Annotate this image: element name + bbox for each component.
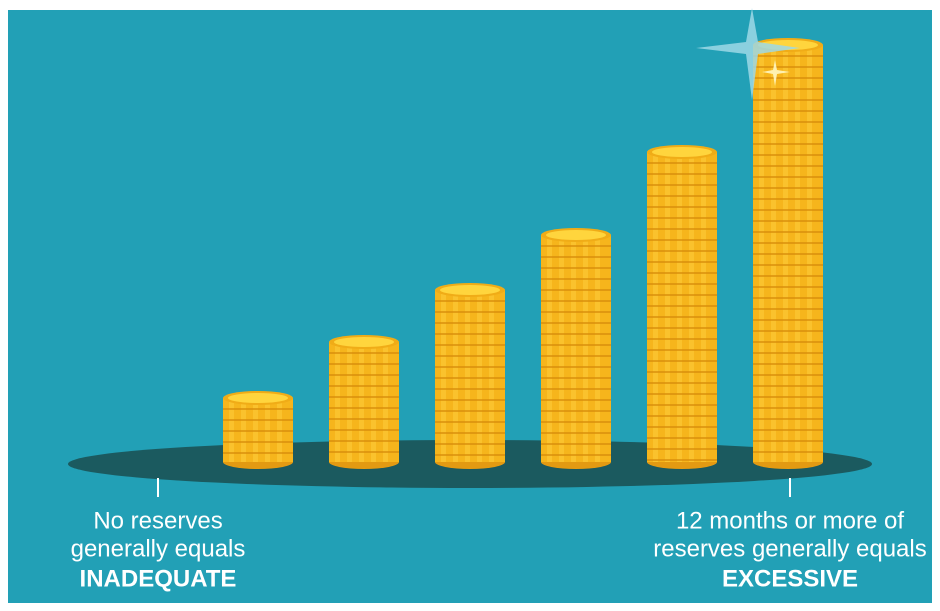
- right-verdict: EXCESSIVE: [722, 565, 858, 592]
- right-line: 12 months or more of: [676, 507, 904, 534]
- coin-ridge: [465, 290, 470, 462]
- coin-ridge: [347, 342, 352, 462]
- coin-ridge: [441, 290, 446, 462]
- coin-face: [652, 147, 712, 157]
- coin-ridge: [571, 235, 576, 462]
- coin-ridge: [547, 235, 552, 462]
- right-line: reserves generally equals: [653, 535, 926, 562]
- coin-ridge: [477, 290, 482, 462]
- coin-ridge: [335, 342, 340, 462]
- left-line: No reserves: [93, 507, 222, 534]
- left-verdict: INADEQUATE: [80, 565, 237, 592]
- coin-ridge: [583, 235, 588, 462]
- coin-face: [334, 337, 394, 347]
- coin-ridge: [489, 290, 494, 462]
- coin-face: [228, 393, 288, 403]
- coin-ridge: [453, 290, 458, 462]
- coin-face: [546, 230, 606, 240]
- coin-face: [440, 285, 500, 295]
- page: No reserves generally equals INADEQUATE …: [0, 0, 940, 611]
- illustration: No reserves generally equals INADEQUATE …: [0, 0, 940, 611]
- coin-ridge: [359, 342, 364, 462]
- coin-ridge: [383, 342, 388, 462]
- left-line: generally equals: [71, 535, 246, 562]
- coin-ridge: [371, 342, 376, 462]
- coin-ridge: [595, 235, 600, 462]
- coin-ridge: [559, 235, 564, 462]
